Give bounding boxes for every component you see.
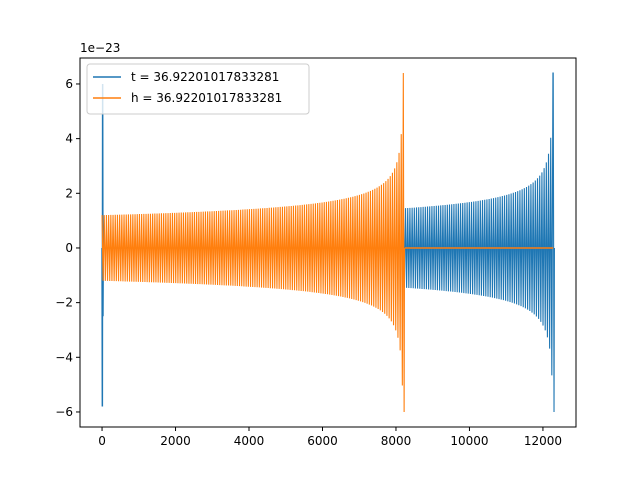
x-tick-label: 10000 <box>450 434 488 448</box>
y-tick-label: −2 <box>55 296 73 310</box>
plot-frame <box>79 57 577 428</box>
x-tick-label: 6000 <box>307 434 338 448</box>
axis-layer: 0 2000 4000 6000 8000 10000 12000 −6 −4 −2 0 2 4 6 <box>55 77 562 448</box>
x-tick-label: 4000 <box>234 434 265 448</box>
legend-frame <box>86 63 310 115</box>
x-tick-label: 8000 <box>381 434 412 448</box>
y-offset-text: 1e−23 <box>80 41 120 55</box>
x-tick-label: 12000 <box>524 434 562 448</box>
y-tick-label: 0 <box>65 241 73 255</box>
legend: t = 36.92201017833281 h = 36.922010178332… <box>86 63 310 115</box>
x-tick-label: 0 <box>98 434 106 448</box>
y-tick-label: 2 <box>65 186 73 200</box>
y-tick-label: −4 <box>55 350 73 364</box>
legend-label: h = 36.92201017833281 <box>131 91 282 105</box>
y-tick-label: 4 <box>65 132 73 146</box>
x-tick-label: 2000 <box>160 434 191 448</box>
legend-label: t = 36.92201017833281 <box>131 70 279 84</box>
y-tick-label: −6 <box>55 405 73 419</box>
series-line-h <box>101 73 406 412</box>
series-layer <box>101 72 555 412</box>
y-tick-label: 6 <box>65 77 73 91</box>
